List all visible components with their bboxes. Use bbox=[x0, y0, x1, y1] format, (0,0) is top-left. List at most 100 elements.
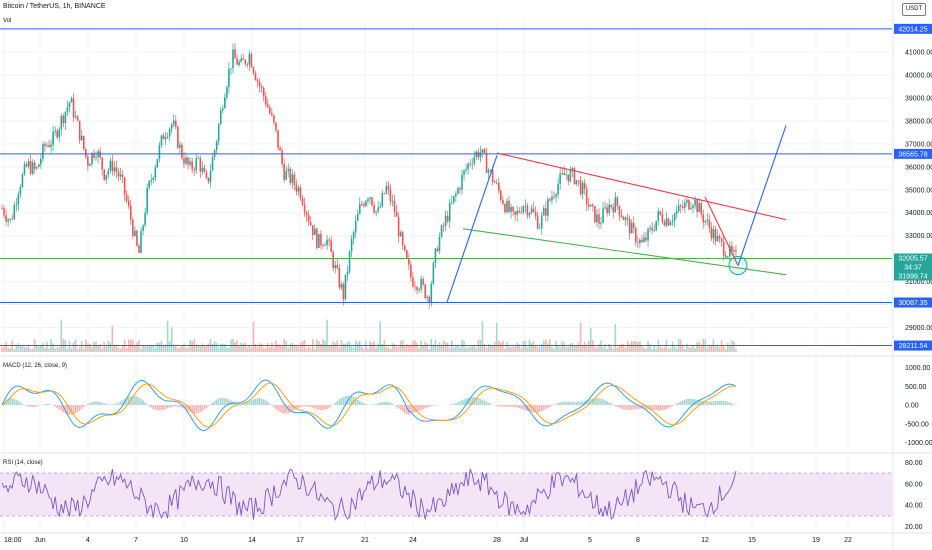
volume-bar bbox=[684, 348, 686, 352]
macd-histogram-bar bbox=[387, 402, 390, 405]
macd-histogram-bar bbox=[344, 395, 347, 405]
candle bbox=[622, 217, 625, 221]
macd-histogram-bar bbox=[575, 401, 578, 405]
volume-bar bbox=[600, 340, 602, 352]
macd-histogram-bar bbox=[19, 402, 22, 405]
macd-histogram-bar bbox=[177, 405, 179, 407]
candle bbox=[197, 158, 200, 160]
candle bbox=[166, 136, 169, 138]
candle bbox=[107, 170, 110, 175]
macd-tick-label: 500.00 bbox=[905, 384, 927, 391]
volume-bar bbox=[271, 342, 273, 352]
volume-bar bbox=[455, 345, 457, 352]
volume-bar bbox=[179, 347, 181, 352]
macd-histogram-bar bbox=[585, 400, 588, 405]
volume-bar bbox=[602, 347, 604, 352]
candle bbox=[528, 213, 531, 216]
volume-bar bbox=[5, 342, 7, 352]
macd-histogram-bar bbox=[375, 403, 377, 405]
candle bbox=[181, 144, 183, 158]
volume-bar bbox=[716, 344, 719, 352]
candle bbox=[309, 221, 312, 226]
volume-bar bbox=[465, 348, 467, 352]
volume-bar bbox=[27, 344, 30, 352]
candle bbox=[504, 204, 506, 213]
macd-histogram-bar bbox=[508, 405, 510, 407]
volume-bar bbox=[93, 341, 95, 352]
candle bbox=[287, 168, 290, 171]
candle bbox=[639, 239, 641, 243]
volume-bar bbox=[363, 348, 365, 352]
volume-bar bbox=[291, 342, 294, 352]
candle bbox=[559, 173, 561, 184]
volume-bar bbox=[307, 346, 310, 352]
candle bbox=[334, 264, 337, 269]
time-tick-label: 28 bbox=[493, 537, 501, 544]
volume-bar bbox=[136, 342, 138, 352]
macd-histogram-bar bbox=[273, 405, 275, 408]
volume-bar bbox=[418, 348, 420, 352]
volume-bar bbox=[618, 345, 621, 352]
macd-histogram-bar bbox=[692, 398, 694, 405]
volume-bar bbox=[358, 341, 361, 352]
time-tick-label: 18:00 bbox=[4, 537, 22, 544]
volume-bar bbox=[367, 348, 369, 352]
candle bbox=[199, 158, 202, 172]
macd-histogram-bar bbox=[236, 402, 238, 405]
macd-histogram-bar bbox=[226, 398, 228, 405]
candle bbox=[152, 177, 155, 181]
macd-histogram-bar bbox=[154, 405, 157, 410]
macd-histogram-bar bbox=[579, 401, 582, 405]
candle bbox=[712, 229, 715, 239]
candle bbox=[637, 242, 639, 243]
candle bbox=[641, 239, 643, 243]
candle bbox=[219, 110, 222, 125]
macd-histogram-bar bbox=[735, 405, 737, 406]
volume-bar bbox=[731, 340, 733, 352]
candle bbox=[9, 218, 11, 220]
candle bbox=[553, 196, 555, 198]
volume-bar bbox=[530, 342, 533, 352]
candle bbox=[688, 199, 690, 210]
volume-bar bbox=[700, 346, 702, 352]
volume-bar bbox=[667, 348, 670, 352]
candle bbox=[15, 204, 18, 206]
volume-bar bbox=[428, 348, 431, 352]
volume-bar bbox=[172, 344, 175, 352]
macd-histogram-bar bbox=[714, 401, 717, 405]
macd-histogram-bar bbox=[264, 400, 267, 405]
candle bbox=[551, 196, 553, 201]
macd-histogram-bar bbox=[138, 397, 140, 405]
macd-histogram-bar bbox=[134, 395, 136, 405]
volume-bar bbox=[526, 347, 529, 352]
volume-bar bbox=[624, 347, 627, 352]
candle bbox=[669, 222, 672, 226]
macd-histogram-bar bbox=[291, 405, 294, 412]
volume-bar bbox=[467, 347, 469, 352]
macd-histogram-bar bbox=[453, 403, 455, 405]
price-tag-label: 32005.57 bbox=[898, 256, 927, 263]
rsi-tick-label: 80.00 bbox=[905, 460, 923, 467]
candle bbox=[514, 211, 516, 215]
candle bbox=[193, 169, 195, 171]
volume-bar bbox=[655, 348, 658, 352]
volume-bar bbox=[134, 344, 136, 352]
volume-bar bbox=[475, 347, 478, 352]
candle bbox=[450, 202, 453, 204]
volume-bar bbox=[577, 342, 580, 352]
candle bbox=[326, 239, 328, 246]
time-tick-label: 12 bbox=[701, 537, 709, 544]
macd-histogram-bar bbox=[297, 405, 300, 409]
volume-bar bbox=[393, 344, 396, 352]
volume-bar bbox=[191, 341, 193, 352]
currency-button[interactable]: USDT bbox=[902, 3, 926, 16]
candle bbox=[399, 232, 402, 237]
volume-bar bbox=[154, 347, 157, 352]
volume-bar bbox=[606, 348, 608, 352]
macd-histogram-bar bbox=[565, 401, 568, 405]
macd-histogram-bar bbox=[594, 398, 596, 405]
volume-bar bbox=[692, 345, 694, 352]
volume-bar bbox=[287, 347, 290, 352]
volume-bar bbox=[663, 346, 666, 352]
